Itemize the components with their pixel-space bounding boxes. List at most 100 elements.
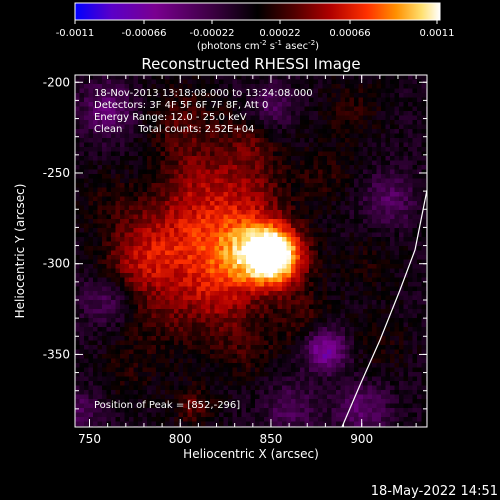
heatmap-cell <box>273 354 278 359</box>
heatmap-cell <box>304 304 310 310</box>
heatmap-cell <box>79 201 85 206</box>
heatmap-cell <box>282 349 287 355</box>
heatmap-cell <box>277 75 283 80</box>
heatmap-cell <box>228 255 233 260</box>
heatmap-cell <box>282 354 287 359</box>
heatmap-cell <box>156 304 161 310</box>
heatmap-cell <box>124 340 130 346</box>
heatmap-cell <box>79 219 85 224</box>
heatmap-cell <box>75 120 80 125</box>
heatmap-cell <box>349 174 355 179</box>
heatmap-cell <box>412 264 418 269</box>
heatmap-cell <box>259 300 265 305</box>
heatmap-cell <box>228 214 233 220</box>
heatmap-cell <box>84 214 89 220</box>
heatmap-cell <box>93 340 98 346</box>
heatmap-cell <box>129 345 134 350</box>
heatmap-cell <box>300 160 305 166</box>
heatmap-cell <box>196 336 202 341</box>
heatmap-cell <box>201 277 206 283</box>
heatmap-cell <box>120 255 125 260</box>
heatmap-cell <box>381 223 386 229</box>
heatmap-cell <box>228 178 233 184</box>
heatmap-cell <box>327 313 332 319</box>
heatmap-cell <box>246 354 251 359</box>
heatmap-cell <box>345 151 350 157</box>
heatmap-cell <box>174 282 179 287</box>
heatmap-cell <box>237 219 242 224</box>
heatmap-cell <box>336 178 341 184</box>
heatmap-cell <box>169 151 175 157</box>
heatmap-cell <box>156 340 161 346</box>
heatmap-cell <box>340 97 346 103</box>
heatmap-cell <box>106 246 112 251</box>
heatmap-cell <box>327 169 332 175</box>
heatmap-cell <box>79 282 85 287</box>
heatmap-cell <box>286 255 292 260</box>
heatmap-cell <box>264 336 269 341</box>
heatmap-cell <box>336 354 341 359</box>
heatmap-cell <box>115 165 121 170</box>
heatmap-cell <box>138 142 143 148</box>
heatmap-cell <box>102 259 107 265</box>
heatmap-cell <box>124 273 130 278</box>
heatmap-cell <box>336 300 341 305</box>
heatmap-cell <box>192 165 197 170</box>
heatmap-cell <box>372 214 377 220</box>
heatmap-cell <box>412 183 418 188</box>
heatmap-cell <box>376 120 382 125</box>
heatmap-cell <box>88 178 94 184</box>
heatmap-cell <box>381 201 386 206</box>
heatmap-cell <box>174 232 179 238</box>
heatmap-cell <box>192 178 197 184</box>
heatmap-cell <box>205 259 211 265</box>
heatmap-cell <box>273 273 278 278</box>
heatmap-cell <box>178 268 184 274</box>
heatmap-cell <box>250 327 256 332</box>
heatmap-cell <box>354 160 359 166</box>
heatmap-cell <box>102 210 107 215</box>
heatmap-cell <box>322 336 328 341</box>
heatmap-cell <box>336 327 341 332</box>
heatmap-cell <box>322 264 328 269</box>
heatmap-cell <box>322 268 328 274</box>
heatmap-cell <box>120 160 125 166</box>
heatmap-cell <box>196 187 202 193</box>
heatmap-cell <box>93 75 98 80</box>
heatmap-cell <box>210 300 215 305</box>
heatmap-cell <box>201 336 206 341</box>
heatmap-cell <box>421 331 427 337</box>
heatmap-cell <box>142 322 148 328</box>
heatmap-cell <box>165 259 170 265</box>
heatmap-cell <box>367 345 373 350</box>
heatmap-cell <box>232 300 238 305</box>
heatmap-cell <box>241 300 247 305</box>
heatmap-cell <box>151 75 157 80</box>
heatmap-cell <box>349 340 355 346</box>
heatmap-cell <box>327 129 332 134</box>
heatmap-cell <box>412 192 418 197</box>
heatmap-cell <box>192 133 197 139</box>
heatmap-cell <box>322 259 328 265</box>
heatmap-cell <box>246 273 251 278</box>
heatmap-cell <box>214 138 220 143</box>
heatmap-cell <box>151 196 157 202</box>
heatmap-cell <box>277 88 283 94</box>
heatmap-cell <box>250 349 256 355</box>
heatmap-cell <box>84 169 89 175</box>
heatmap-cell <box>250 88 256 94</box>
heatmap-cell <box>394 264 400 269</box>
heatmap-cell <box>75 151 80 157</box>
heatmap-cell <box>228 201 233 206</box>
heatmap-cell <box>255 313 260 319</box>
heatmap-cell <box>196 250 202 256</box>
heatmap-cell <box>282 156 287 161</box>
heatmap-cell <box>354 151 359 157</box>
heatmap-cell <box>255 219 260 224</box>
heatmap-cell <box>210 291 215 296</box>
heatmap-cell <box>133 246 139 251</box>
heatmap-cell <box>151 106 157 112</box>
heatmap-cell <box>142 354 148 359</box>
heatmap-cell <box>304 259 310 265</box>
heatmap-cell <box>102 156 107 161</box>
